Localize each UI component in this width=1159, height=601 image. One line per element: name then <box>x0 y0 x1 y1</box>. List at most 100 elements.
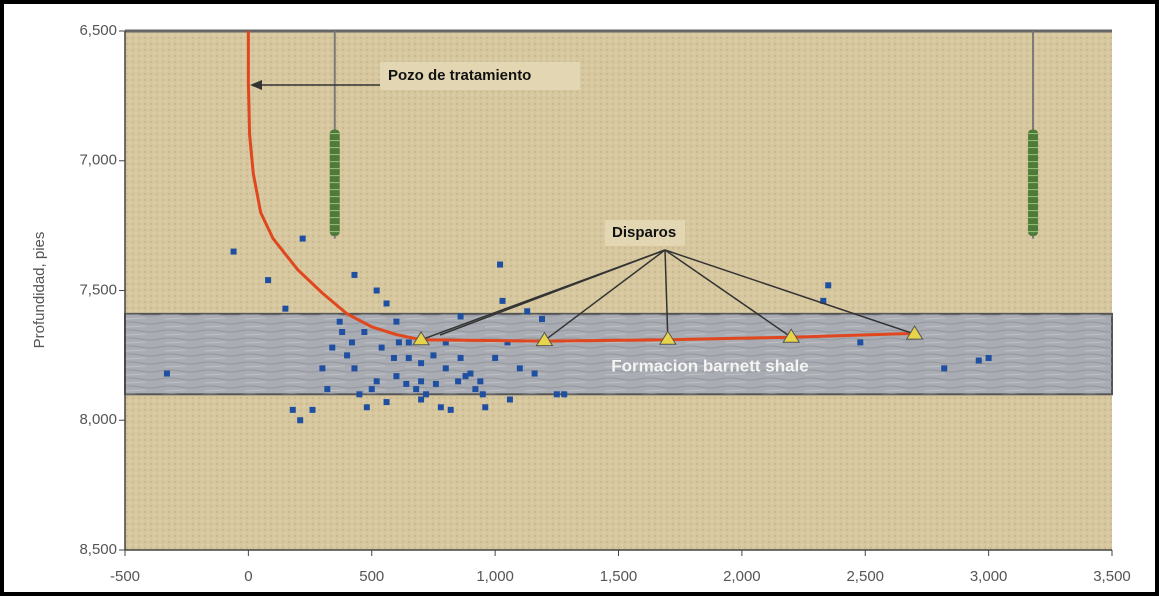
x-tick-label: 3,000 <box>970 568 1008 585</box>
microseismic-event <box>499 297 506 304</box>
microseismic-event <box>383 300 390 307</box>
microseismic-event <box>432 380 439 387</box>
perforation <box>535 331 554 347</box>
microseismic-event <box>539 316 546 323</box>
microseismic-event <box>373 287 380 294</box>
microseismic-event <box>442 365 449 372</box>
y-tick-label: 8,000 <box>79 411 117 428</box>
microseismic-event <box>336 318 343 325</box>
microseismic-event <box>820 297 827 304</box>
microseismic-event <box>395 339 402 346</box>
annotation-box <box>605 220 685 246</box>
microseismic-event <box>985 354 992 361</box>
x-tick-label: 3,500 <box>1093 568 1131 585</box>
y-tick-label: 8,500 <box>79 541 117 558</box>
microseismic-event <box>825 282 832 289</box>
microseismic-event <box>457 354 464 361</box>
microseismic-event <box>230 248 237 255</box>
annotation: Pozo de tratamiento <box>388 67 531 84</box>
perforation <box>905 325 924 340</box>
plot-texture <box>125 31 1112 550</box>
microseismic-event <box>531 370 538 377</box>
microseismic-event <box>299 235 306 242</box>
formation-label: Formacion barnett shale <box>611 356 808 375</box>
microseismic-event <box>349 339 356 346</box>
microseismic-event <box>479 391 486 398</box>
microseismic-event <box>492 354 499 361</box>
x-tick-label: 1,500 <box>600 568 638 585</box>
microseismic-event <box>289 406 296 413</box>
microseismic-event <box>447 406 454 413</box>
microseismic-event <box>430 352 437 359</box>
microseismic-event <box>506 396 513 403</box>
microseismic-event <box>941 365 948 372</box>
microseismic-event <box>467 370 474 377</box>
microseismic-event <box>437 404 444 411</box>
microseismic-event <box>373 378 380 385</box>
microseismic-event <box>504 339 511 346</box>
microseismic-event <box>265 277 272 284</box>
microseismic-event <box>282 305 289 312</box>
microseismic-event <box>497 261 504 268</box>
microseismic-event <box>405 354 412 361</box>
microseismic-event <box>329 344 336 351</box>
geophone-array <box>1028 129 1039 237</box>
microseismic-event <box>857 339 864 346</box>
y-tick-label: 7,000 <box>79 152 117 169</box>
microseismic-event <box>457 313 464 320</box>
microseismic-event <box>442 339 449 346</box>
microseismic-event <box>339 329 346 336</box>
microseismic-event <box>462 373 469 380</box>
microseismic-event <box>393 373 400 380</box>
well-path <box>246 31 915 343</box>
perforation <box>658 330 677 345</box>
microseismic-event <box>356 391 363 398</box>
x-tick-label: 2,000 <box>723 568 761 585</box>
microseismic-event <box>423 391 430 398</box>
annotation-line <box>664 249 669 340</box>
microseismic-event <box>309 406 316 413</box>
y-tick-label: 7,500 <box>79 281 117 298</box>
annotation-line <box>439 249 666 336</box>
annotation-line <box>544 249 666 342</box>
microseismic-event <box>561 391 568 398</box>
geophone-array <box>329 129 340 237</box>
microseismic-event <box>319 365 326 372</box>
microseismic-event <box>351 365 358 372</box>
microseismic-event <box>413 386 420 393</box>
microseismic-event <box>516 365 523 372</box>
microseismic-event <box>455 378 462 385</box>
microseismic-event <box>378 344 385 351</box>
annotation: Disparos <box>612 224 676 241</box>
x-tick-label: 500 <box>359 568 384 585</box>
microseismic-event <box>324 386 331 393</box>
x-tick-label: 2,500 <box>846 568 884 585</box>
microseismic-event <box>975 357 982 364</box>
formation-texture <box>125 313 1112 395</box>
microseismic-event <box>472 386 479 393</box>
microseismic-event <box>361 329 368 336</box>
perforation <box>782 328 801 343</box>
microseismic-event <box>393 318 400 325</box>
microseismic-event <box>344 352 351 359</box>
y-axis-label: Profundidad, pies <box>31 232 48 349</box>
microseismic-event <box>524 308 531 315</box>
microseismic-event <box>418 360 425 367</box>
perforation <box>412 330 430 346</box>
microseismic-event <box>477 378 484 385</box>
microseismic-event <box>297 417 304 424</box>
microseismic-event <box>403 380 410 387</box>
annotation-line <box>664 249 792 338</box>
microseismic-event <box>163 370 170 377</box>
microseismic-event <box>553 391 560 398</box>
microseismic-event <box>383 399 390 406</box>
annotation-line <box>664 249 915 335</box>
microseismic-event <box>351 271 358 278</box>
microseismic-event <box>418 378 425 385</box>
x-tick-label: 0 <box>244 568 252 585</box>
microseismic-event <box>363 404 370 411</box>
y-tick-label: 6,500 <box>79 22 117 39</box>
